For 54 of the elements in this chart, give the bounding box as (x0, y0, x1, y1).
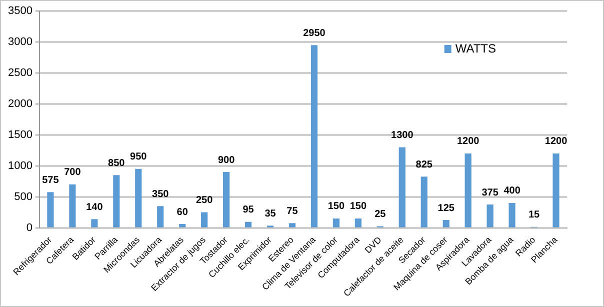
data-label: 400 (504, 186, 521, 197)
bar (464, 153, 472, 228)
data-label: 375 (482, 187, 499, 198)
bar (420, 176, 428, 228)
y-tick-label: 2000 (8, 98, 32, 110)
data-label: 140 (86, 202, 104, 213)
data-label: 900 (218, 154, 236, 166)
data-label: 700 (64, 167, 82, 178)
bar (157, 206, 164, 228)
data-label: 825 (416, 159, 433, 170)
data-label: 250 (196, 195, 214, 206)
bar (47, 192, 54, 228)
y-tick-label: 3000 (8, 36, 32, 48)
bar (508, 202, 516, 228)
bar (201, 212, 208, 228)
bar (91, 219, 98, 228)
bar (69, 184, 76, 228)
data-label: 1300 (391, 130, 414, 141)
data-label: 150 (350, 201, 367, 212)
bar (398, 147, 406, 228)
data-label: 15 (528, 210, 540, 221)
bar (288, 223, 296, 228)
data-label: 1200 (456, 136, 480, 148)
bar (552, 153, 560, 228)
bar (244, 222, 252, 228)
legend-label: WATTS (455, 41, 496, 56)
bar (113, 175, 120, 228)
y-tick-label: 0 (26, 222, 32, 234)
data-label: 60 (176, 206, 188, 218)
y-tick-label: 1500 (8, 128, 32, 141)
data-label: 75 (286, 206, 298, 217)
data-label: 850 (108, 158, 126, 169)
bar (486, 204, 494, 228)
data-label: 1200 (544, 136, 568, 148)
data-label: 35 (264, 208, 276, 220)
bar (442, 220, 450, 228)
y-tick-label: 2500 (8, 66, 32, 79)
bar (135, 168, 142, 228)
y-tick-label: 1000 (8, 160, 32, 172)
bar (332, 218, 340, 228)
data-label: 2950 (303, 28, 326, 39)
bar (179, 224, 186, 228)
data-label: 95 (242, 204, 254, 216)
y-tick-label: 3500 (8, 5, 32, 18)
data-label: 575 (42, 174, 60, 186)
bar (223, 172, 230, 228)
data-label: 350 (152, 188, 170, 200)
y-tick-label: 500 (14, 190, 32, 203)
data-label: 150 (328, 201, 345, 212)
bar (310, 45, 318, 228)
data-label: 950 (130, 152, 148, 163)
data-label: 125 (438, 202, 455, 214)
bar (354, 218, 362, 228)
data-label: 25 (374, 208, 386, 220)
